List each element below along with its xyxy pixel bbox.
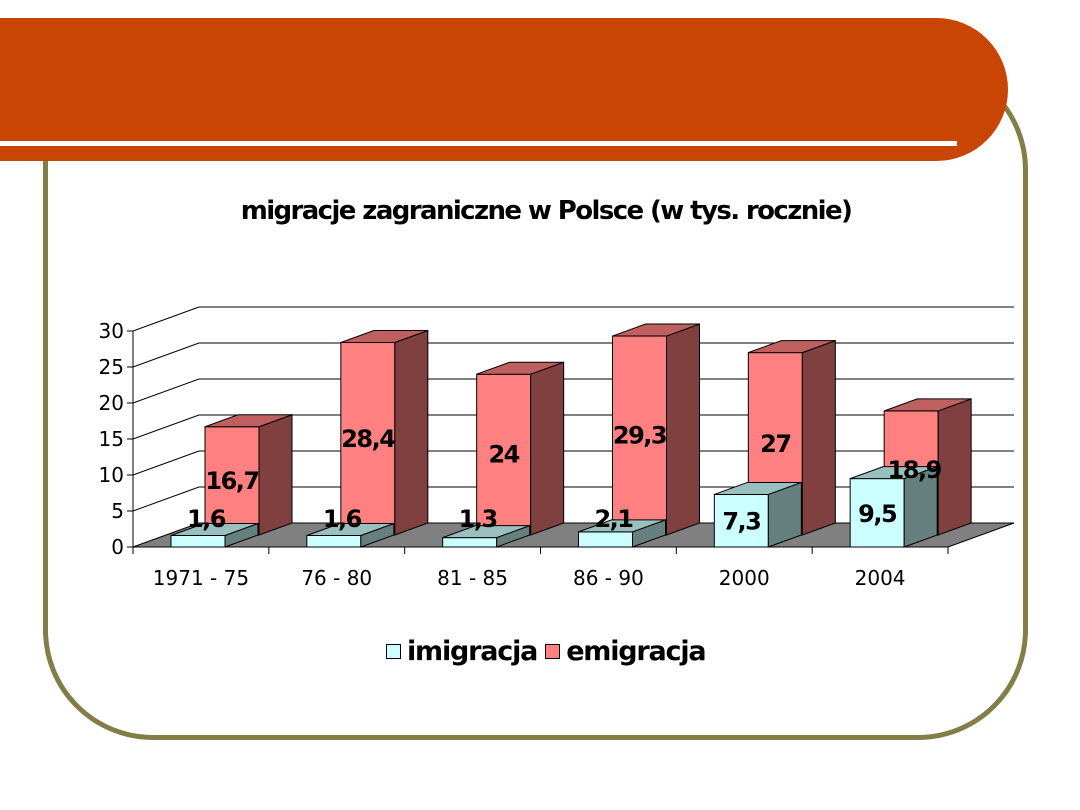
bar-imigracja-top [714,481,802,495]
data-label-emigracja: 24 [488,441,519,469]
x-tick-label: 2000 [719,566,770,590]
bar-imigracja [849,465,938,548]
bar-emigracja-side [530,361,565,536]
x-tick-label: 2004 [855,566,906,590]
bar-emigracja [476,361,565,536]
y-tick-label: 10 [99,463,124,487]
data-label-imigracja: 2,1 [594,505,633,533]
legend-label-imigracja: imigracja [407,636,538,667]
bar-imigracja-top [170,522,259,536]
gridline-side [132,306,200,332]
bar-emigracja-front [612,335,667,536]
y-tick-label: 5 [111,499,124,523]
chart-axes: 0 5 10 15 20 25 30 1971 - 75 76 - 80 81 - 85 86 - … [99,319,949,590]
bar-imigracja [442,524,531,548]
data-label-imigracja: 9,5 [858,500,897,528]
bar-imigracja-front [578,531,633,548]
gridline-side [132,414,200,440]
bar-imigracja-top [306,522,395,536]
bar-emigracja-top [612,323,700,337]
bar-imigracja-front [849,478,905,548]
gridline-side [132,342,200,368]
gridline-side [132,378,200,404]
x-tick-label: 1971 - 75 [153,566,249,590]
legend-label-emigracja: emigracja [566,636,706,667]
bar-emigracja-side [258,414,293,536]
bar-imigracja [578,519,666,548]
bar-imigracja [713,481,802,548]
legend-swatch-imigracja [386,644,401,659]
legend-item-emigracja: emigracja [545,636,707,667]
bar-emigracja-top [883,398,972,412]
bar-imigracja [170,522,259,548]
bar-imigracja [306,522,395,548]
bar-emigracja-side [937,398,972,536]
y-tick-label: 15 [99,427,124,451]
chart-bars [170,323,972,548]
gridline-side [132,486,200,512]
bar-emigracja-top [204,414,293,428]
data-label-imigracja: 1,6 [187,505,226,533]
data-label-emigracja: 29,3 [613,422,666,450]
chart-legend: imigracja emigracja [386,636,707,667]
bar-emigracja [204,414,293,536]
bar-emigracja-front [204,426,260,536]
bar-emigracja-side [801,339,836,536]
banner-divider [0,141,957,146]
x-tick-label: 76 - 80 [301,566,372,590]
bar-emigracja-side [394,329,429,536]
bar-imigracja-front [306,534,362,548]
bar-imigracja-top [578,519,666,533]
bar-emigracja-top [340,330,429,344]
bar-emigracja-top [476,361,564,375]
data-label-emigracja: 18,9 [888,456,942,484]
bar-emigracja [340,329,429,536]
bar-imigracja-top [442,525,530,539]
bar-imigracja-front [442,537,498,548]
bar-emigracja [612,323,700,536]
bar-emigracja-side [666,323,700,536]
data-label-imigracja: 1,3 [459,505,497,533]
data-label-emigracja: 27 [760,430,790,458]
bar-imigracja-front [170,534,226,548]
chart-gridlines [132,306,1014,512]
header-banner [0,18,1008,161]
data-label-imigracja: 7,3 [722,508,760,536]
data-label-emigracja: 16,7 [205,467,258,495]
data-label-emigracja: 28,4 [341,425,395,453]
chart-title: migracje zagraniczne w Polsce (w tys. ro… [240,196,853,226]
x-tick-label: 86 - 90 [573,566,644,590]
y-tick-label: 25 [99,355,124,379]
data-label-imigracja: 1,6 [323,505,362,533]
x-tick-label: 81 - 85 [437,566,508,590]
y-tick-label: 0 [111,535,124,559]
legend-swatch-emigracja [545,644,561,659]
bar-emigracja-top [748,340,836,354]
bar-imigracja-top [849,466,938,480]
y-tick-label: 30 [99,319,124,343]
gridline-side [132,450,200,476]
y-tick-label: 20 [99,391,124,415]
legend-item-imigracja: imigracja [386,636,538,667]
chart-data-labels: 16,7 1,6 28,4 1,6 24 1,3 29,3 2,1 27 7,3 18,9 9,5 [187,422,943,536]
